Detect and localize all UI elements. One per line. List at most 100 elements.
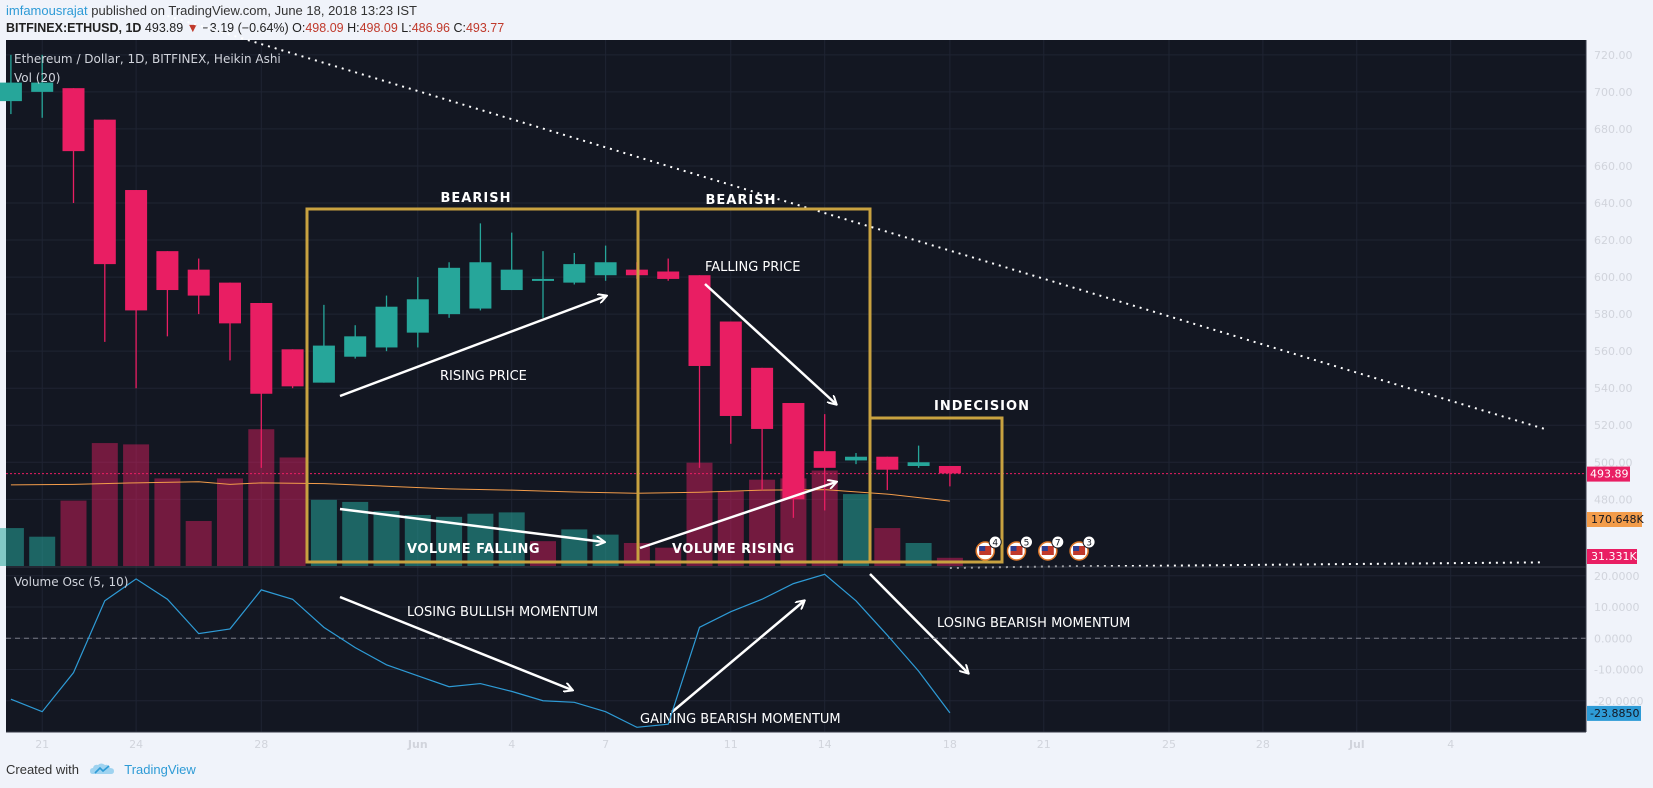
time-tick-8: 18 xyxy=(943,738,957,751)
candle-body-27 xyxy=(845,456,867,461)
candle-body-26 xyxy=(813,451,836,468)
economic-events[interactable]: 4 5 7 3 xyxy=(975,535,1096,561)
time-tick-10: 25 xyxy=(1162,738,1176,751)
volume-ma-badge xyxy=(1587,512,1642,527)
author-link[interactable]: imfamousrajat xyxy=(6,3,88,18)
symbol-info-bar: BITFINEX:ETHUSD, 1D 493.89 ▼ −3.19 (−0.6… xyxy=(6,21,504,35)
candle-body-13 xyxy=(406,299,429,333)
time-tick-0: 21 xyxy=(35,738,49,751)
time-tick-7: 14 xyxy=(818,738,832,751)
trendline-upper[interactable] xyxy=(167,14,1545,430)
event-count-badge-2 xyxy=(1051,535,1065,549)
publish-text: published on TradingView.com, June 18, 2… xyxy=(91,3,417,18)
event-count-badge-3 xyxy=(1082,535,1096,549)
volume-bar-14 xyxy=(436,516,463,566)
tradingview-cloud-icon xyxy=(89,763,114,774)
oscillator-line xyxy=(10,573,951,728)
indecision-box[interactable] xyxy=(868,416,1004,564)
volume-bar-4 xyxy=(123,444,150,566)
arrow-losing-bearish[interactable] xyxy=(869,573,968,673)
osc-tick-2: 0.0000 xyxy=(1594,632,1633,645)
pane-titles: Ethereum / Dollar, 1D, BITFINEX, Heikin … xyxy=(14,52,281,589)
event-count-3: 3 xyxy=(1086,539,1092,549)
oscillator-badge xyxy=(1587,705,1641,721)
time-tick-6: 11 xyxy=(724,738,738,751)
high-label: H: xyxy=(347,21,360,35)
price-tick-6: 600.00 xyxy=(1594,271,1633,284)
low-label: L: xyxy=(401,21,412,35)
time-tick-4: 4 xyxy=(508,738,515,751)
bearish-box-2[interactable] xyxy=(636,207,872,564)
candle-body-16 xyxy=(500,269,523,291)
volume-bar-5 xyxy=(154,478,181,566)
last-price-badge xyxy=(1587,466,1630,482)
arrow-volume-rising[interactable] xyxy=(639,482,836,550)
oscillator-axis[interactable]: 20.0000 10.0000 0.0000 -10.0000 -20.0000 xyxy=(1594,570,1643,708)
price-axis[interactable]: 720.00 700.00 680.00 660.00 640.00 620.00 600.… xyxy=(1594,49,1633,507)
volume-bar-16 xyxy=(498,512,525,566)
time-tick-11: 28 xyxy=(1256,738,1270,751)
candle-body-8 xyxy=(250,303,273,394)
time-tick-5: 7 xyxy=(602,738,609,751)
oscillator-pane-title[interactable]: Volume Osc (5, 10) xyxy=(14,575,128,589)
time-axis[interactable]: 21 24 28 Jun 4 7 11 14 18 21 25 28 Jul 4 xyxy=(35,738,1454,751)
volume-bar-2 xyxy=(60,500,87,566)
candle-body-11 xyxy=(344,336,367,357)
label-falling-price: FALLING PRICE xyxy=(705,260,800,275)
label-losing-bullish: LOSING BULLISH MOMENTUM xyxy=(407,605,598,620)
annotation-labels: BEARISH BEARISH INDECISION RISING PRICE … xyxy=(407,191,1130,727)
chart-background xyxy=(6,40,1586,732)
low-value: 486.96 xyxy=(411,21,450,35)
time-tick-2: 28 xyxy=(254,738,268,751)
candle-body-4 xyxy=(125,190,148,311)
volume-badge-text: 31.331K xyxy=(1591,550,1637,563)
main-pane-title[interactable]: Ethereum / Dollar, 1D, BITFINEX, Heikin … xyxy=(14,52,281,66)
volume-bar-6 xyxy=(185,521,212,566)
candle-body-6 xyxy=(187,269,210,296)
osc-tick-4: -20.0000 xyxy=(1594,695,1643,708)
arrow-rising-price[interactable] xyxy=(339,296,606,398)
candle-body-23 xyxy=(719,321,742,416)
osc-tick-0: 20.0000 xyxy=(1594,570,1640,583)
last-price: 493.89 xyxy=(144,21,184,35)
time-tick-9: 21 xyxy=(1037,738,1051,751)
candle-body-15 xyxy=(469,262,492,309)
created-with-text: Created with xyxy=(6,762,79,777)
price-tick-8: 560.00 xyxy=(1594,345,1633,358)
price-change: −3.19 (−0.64%) xyxy=(202,21,289,35)
volume-bar-9 xyxy=(279,457,306,566)
label-volume-falling: VOLUME FALLING xyxy=(407,542,540,557)
arrow-gaining-bearish[interactable] xyxy=(671,601,804,713)
volume-bar-10 xyxy=(310,499,337,566)
volume-pane-title[interactable]: Vol (20) xyxy=(14,71,60,85)
us-flag-canton-1 xyxy=(1010,546,1017,551)
price-tick-11: 500.00 xyxy=(1594,456,1633,469)
arrow-falling-price[interactable] xyxy=(704,283,836,404)
osc-tick-3: -10.0000 xyxy=(1594,664,1643,677)
last-price-badge-text: 493.89 xyxy=(1590,468,1629,481)
label-bearish-1: BEARISH xyxy=(441,191,512,206)
time-tick-3: Jun xyxy=(407,738,428,751)
candle-body-28 xyxy=(876,456,899,470)
label-volume-rising: VOLUME RISING xyxy=(672,542,795,557)
volume-ma-badge-text: 170.648K xyxy=(1591,513,1644,526)
volume-bar-13 xyxy=(404,515,431,566)
volume-bar-24 xyxy=(749,479,776,566)
candle-body-19 xyxy=(594,262,617,276)
candle-body-2 xyxy=(62,88,85,152)
label-rising-price: RISING PRICE xyxy=(440,369,527,384)
label-indecision: INDECISION xyxy=(934,399,1030,414)
volume-bar-1 xyxy=(29,536,56,566)
tradingview-brand-link[interactable]: TradingView xyxy=(124,762,196,777)
close-value: 493.77 xyxy=(465,21,505,35)
price-tick-10: 520.00 xyxy=(1594,419,1633,432)
candle-body-9 xyxy=(281,349,304,387)
arrow-losing-bullish[interactable] xyxy=(339,595,572,690)
label-bearish-2: BEARISH xyxy=(706,193,777,208)
time-tick-1: 24 xyxy=(129,738,143,751)
arrow-volume-falling[interactable] xyxy=(339,507,604,542)
close-label: C: xyxy=(453,21,466,35)
candle-body-12 xyxy=(375,306,398,348)
price-tick-3: 660.00 xyxy=(1594,160,1633,173)
